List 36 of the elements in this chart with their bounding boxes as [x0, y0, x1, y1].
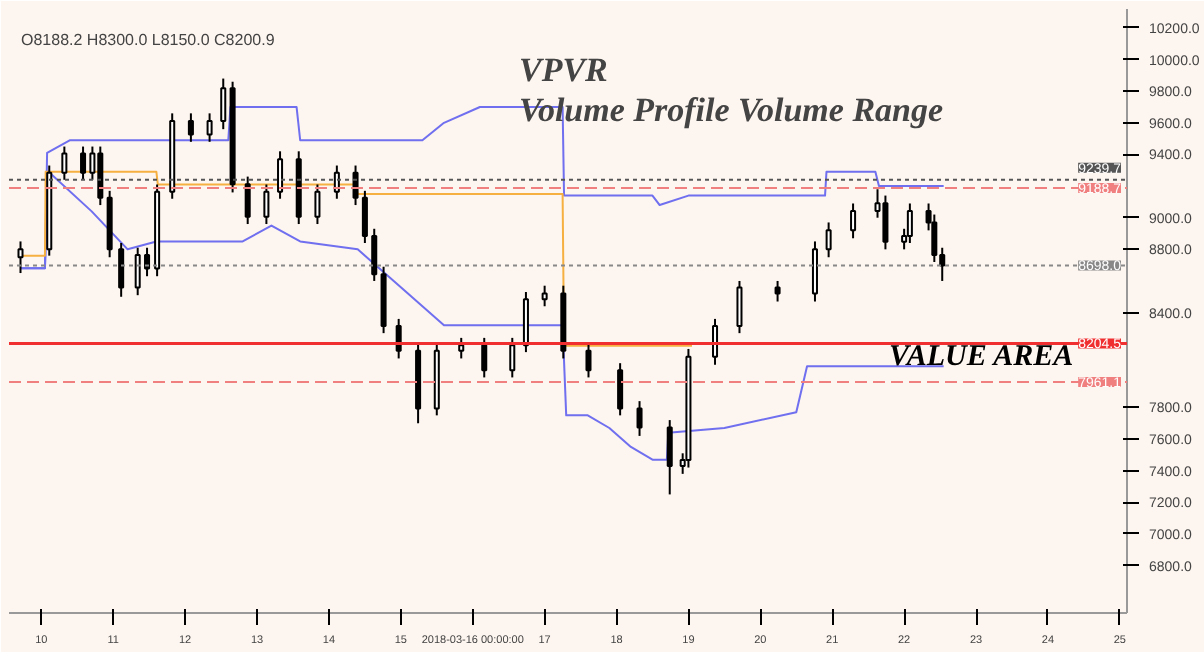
- candlestick: [80, 145, 87, 181]
- candlestick: [882, 194, 889, 251]
- candlestick: [263, 183, 270, 226]
- candlestick: [617, 362, 624, 417]
- candlestick: [774, 279, 781, 303]
- candlestick: [314, 183, 321, 226]
- line-series: [19, 170, 694, 347]
- candlestick: [97, 145, 104, 207]
- candlestick: [187, 112, 194, 143]
- annotation: O8188.2 H8300.0 L8150.0 C8200.9: [21, 31, 276, 49]
- candlestick: [277, 150, 284, 200]
- candlestick: [712, 317, 719, 366]
- candlestick: [636, 400, 643, 437]
- candlestick: [17, 240, 24, 275]
- candlestick: [509, 336, 516, 379]
- candlestick: [458, 336, 465, 360]
- candlestick: [61, 145, 68, 181]
- candlestick: [850, 202, 857, 240]
- candlestick: [206, 112, 213, 143]
- annotation: VALUE AREA: [889, 341, 1074, 373]
- candlestick: [371, 227, 378, 282]
- candlestick: [825, 221, 832, 259]
- text: Volume Profile Volume Range: [519, 91, 944, 129]
- candlestick: [585, 343, 592, 379]
- candlestick: [244, 175, 251, 226]
- candlestick: [541, 284, 548, 308]
- candlestick: [736, 279, 743, 335]
- candlestick: [118, 242, 125, 298]
- text: VPVR: [519, 51, 608, 89]
- candlestick: [811, 240, 818, 303]
- candlestick: [666, 419, 673, 496]
- candlestick: [906, 202, 913, 245]
- candlestick: [522, 291, 529, 354]
- candlestick: [220, 77, 227, 131]
- candlestick: [395, 317, 402, 360]
- candlestick: [481, 336, 488, 379]
